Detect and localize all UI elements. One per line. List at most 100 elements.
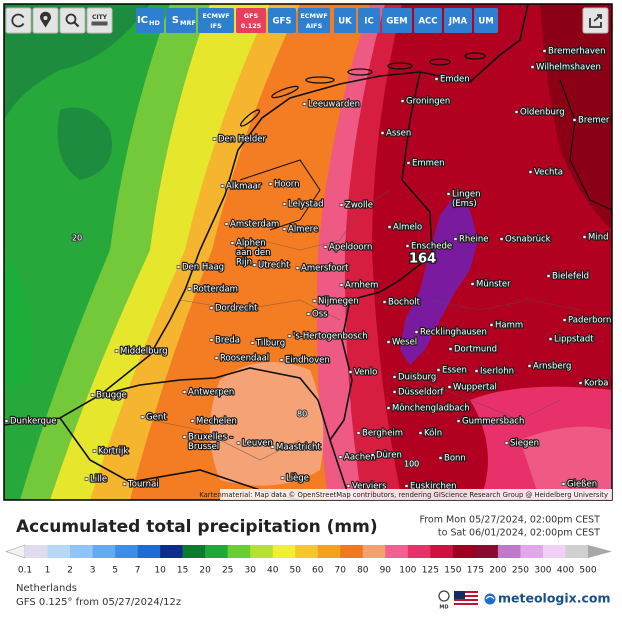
city-label: Emden (440, 75, 470, 85)
city-label: Gummersbach (462, 417, 524, 427)
legend-tick-label: 125 (422, 566, 439, 576)
icon (73, 21, 80, 28)
city-dot (140, 415, 145, 419)
city-dot (530, 65, 535, 69)
legend-tick-label: 40 (267, 566, 279, 576)
legend-tick-label: 1 (45, 566, 51, 576)
legend-swatch (205, 545, 228, 558)
city-dot (122, 482, 127, 486)
city-dot (282, 227, 287, 231)
city-label: Osnabrück (505, 235, 551, 245)
city-label: Tournai (127, 480, 159, 490)
model-button[interactable]: JMA (444, 8, 472, 33)
brand[interactable]: meteologix.com (498, 591, 610, 606)
city-dot (380, 131, 385, 135)
button-label: ACC (418, 17, 437, 27)
legend-tick-label: 7 (135, 566, 141, 576)
location-button[interactable] (32, 7, 59, 34)
city-dot (209, 338, 214, 342)
city-label: Middelburg (120, 347, 168, 357)
map[interactable]: Bremerhaven Wilhelmshaven Emden Oldenburg Br… (4, 4, 612, 500)
city-dot (405, 244, 410, 248)
button-bg (414, 8, 442, 33)
model-button[interactable]: ECMWF IFS (198, 8, 234, 33)
city-label: Almere (288, 225, 318, 235)
legend-swatch (137, 545, 161, 558)
city-label: Nijmegen (318, 297, 359, 307)
city-dot (209, 306, 214, 310)
flag[interactable] (454, 591, 478, 605)
button-label: GEM (386, 17, 407, 27)
city-label: Bruxelles - (188, 433, 233, 443)
legend-swatch (565, 545, 589, 558)
model: GFS 0.125° from 05/27/2024/12z (16, 597, 181, 608)
model-button[interactable]: GFS (268, 8, 296, 33)
legend-tick-label: 3 (90, 566, 96, 576)
model-button[interactable]: UK (334, 8, 356, 33)
md-label: MD (439, 605, 448, 611)
city-label: Assen (386, 129, 411, 139)
city-dot (392, 390, 397, 394)
legend-swatch (227, 545, 251, 558)
city-dot (280, 476, 285, 480)
model-button[interactable]: ECMWF AIFS (298, 8, 330, 33)
city-dot (339, 203, 344, 207)
city-dot (392, 375, 397, 379)
footer-icons: MD (438, 590, 496, 611)
city-dot (182, 390, 187, 394)
model-button[interactable]: IC (358, 8, 380, 33)
legend-tick-label: 250 (512, 566, 529, 576)
border (99, 367, 331, 441)
button-bg (166, 8, 196, 33)
share-button[interactable] (582, 7, 609, 34)
legend-swatch (362, 545, 386, 558)
precip-area (520, 426, 612, 500)
model-button[interactable]: IC HD (136, 8, 164, 33)
legend-title: Accumulated total precipitation (mm) (16, 517, 378, 537)
city-dot (453, 237, 458, 241)
city-label: Iserlohn (480, 367, 514, 377)
city-dot (528, 170, 533, 174)
model-button[interactable]: UM (474, 8, 498, 33)
city-label: Dunkerque (10, 417, 57, 427)
model-button[interactable]: S MRF (166, 8, 196, 33)
legend-tick-label: 500 (579, 566, 596, 576)
precip-area (540, 4, 612, 230)
button-bg (298, 8, 330, 33)
button-label: UK (338, 17, 352, 27)
city-label: Venlo (354, 368, 377, 378)
city-label: Gießen (567, 480, 597, 490)
city-icon: CITY (92, 14, 108, 21)
legend-swatch (250, 545, 274, 558)
refresh-button[interactable] (5, 7, 32, 34)
city-dot (562, 318, 567, 322)
max-value: 164 (409, 252, 436, 267)
model-button[interactable]: GEM (382, 8, 412, 33)
city-label: Mechelen (196, 417, 237, 427)
city-dot (546, 274, 551, 278)
city-dot (489, 323, 494, 327)
city-dot (438, 456, 443, 460)
city-label: Brugge (96, 391, 127, 401)
button-bg (5, 7, 32, 34)
button-bg (136, 8, 164, 33)
city-button[interactable]: CITY (86, 7, 113, 34)
button-sub: AIFS (306, 22, 323, 30)
legend-swatch (295, 545, 319, 558)
city-label: Essen (442, 366, 467, 376)
city-label: Bremerhaven (548, 47, 605, 57)
legend-tick-label: 300 (534, 566, 551, 576)
city-label: 's-Hertogenbosch (293, 332, 368, 342)
model-button[interactable]: ACC (414, 8, 442, 33)
button-label: UM (478, 17, 493, 27)
icon (11, 13, 25, 28)
city-label: Lille (90, 475, 107, 485)
city-dot (323, 245, 328, 249)
city-dot (578, 381, 583, 385)
legend-tick-label: 25 (222, 566, 233, 576)
model-button[interactable]: GFS 0.125 (236, 8, 266, 33)
legend-tick-label: 10 (154, 566, 166, 576)
legend-swatch (92, 545, 116, 558)
city-label: Lelystad (288, 200, 324, 210)
zoom-button[interactable] (59, 7, 86, 34)
